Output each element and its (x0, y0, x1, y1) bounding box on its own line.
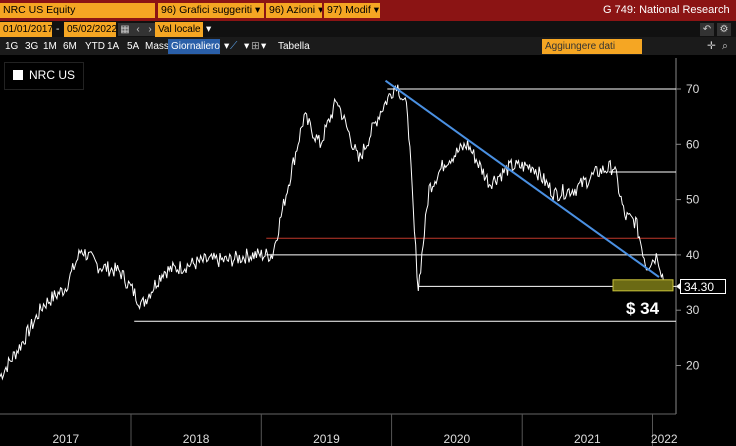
y-tick-label: 30 (686, 303, 700, 317)
x-tick-label: 2019 (313, 432, 340, 446)
azioni-menu[interactable]: 96) Azioni ▾ (266, 3, 322, 18)
date-separator: - (56, 23, 60, 35)
period-1a[interactable]: 1A (107, 41, 120, 52)
modif-menu[interactable]: 97) Modif ▾ (324, 3, 380, 18)
price-highlight-box (612, 279, 674, 292)
price-series-line (0, 84, 666, 381)
frequency-select[interactable]: Giornaliero (168, 39, 220, 54)
date-to-field[interactable]: 05/02/2022 (64, 22, 116, 37)
legend: NRC US (4, 62, 84, 90)
modif-code: 97) (327, 4, 343, 16)
table-button[interactable]: Tabella (278, 41, 310, 52)
calendar-icon[interactable]: ▦ (118, 23, 132, 36)
crosshair-icon[interactable]: ✛ (707, 40, 716, 52)
azioni-label: Azioni (286, 4, 316, 16)
grafici-code: 96) (161, 4, 177, 16)
chevron-down-icon: ▾ (254, 4, 261, 16)
x-tick-label: 2021 (574, 432, 601, 446)
x-tick-label: 2020 (444, 432, 471, 446)
chart-area (0, 55, 736, 446)
trend-line (384, 79, 660, 278)
period-3g[interactable]: 3G (25, 41, 39, 52)
undo-icon[interactable]: ↶ (700, 23, 714, 36)
period-1g[interactable]: 1G (5, 41, 19, 52)
grafici-menu[interactable]: 96) Grafici suggeriti ▾ (158, 3, 264, 18)
period-5a[interactable]: 5A (127, 41, 140, 52)
period-ytd[interactable]: YTD (85, 41, 105, 52)
legend-swatch (13, 70, 23, 80)
date-from-field[interactable]: 01/01/2017 (0, 22, 52, 37)
x-tick-label: 2017 (53, 432, 80, 446)
x-tick-label: 2022 (651, 432, 678, 446)
chart-type-chevron-icon[interactable]: ▾ (244, 40, 250, 52)
compare-chevron-icon[interactable]: ▾ (261, 40, 267, 52)
last-price-marker (676, 282, 681, 291)
modif-label: Modif (345, 4, 371, 16)
frequency-chevron-icon[interactable]: ▾ (224, 40, 230, 52)
price-callout: $ 34 (626, 299, 660, 318)
azioni-code: 96) (269, 4, 285, 16)
x-tick-label: 2018 (183, 432, 210, 446)
y-tick-label: 60 (686, 137, 700, 151)
last-price-label: 34.30 (680, 279, 726, 294)
add-data-field[interactable]: Aggiungere dati (542, 39, 642, 54)
y-tick-label: 50 (686, 193, 700, 207)
y-tick-label: 20 (686, 359, 700, 373)
legend-label: NRC US (29, 68, 76, 82)
chevron-down-icon: ▾ (318, 4, 322, 16)
period-mass[interactable]: Mass (145, 41, 169, 52)
currency-chevron-icon[interactable]: ▾ (206, 23, 212, 35)
y-tick-label: 70 (686, 82, 700, 96)
ticker-field[interactable]: NRC US Equity (0, 3, 155, 18)
period-6m[interactable]: 6M (63, 41, 77, 52)
settings-icon[interactable]: ⚙ (717, 23, 731, 36)
window-title: G 749: National Research (603, 4, 730, 16)
currency-select[interactable]: Val locale (155, 22, 203, 37)
compare-icon[interactable]: ⊞ (251, 40, 260, 52)
grafici-label: Grafici suggeriti (179, 4, 253, 16)
period-1m[interactable]: 1M (43, 41, 57, 52)
chevron-down-icon: ▾ (373, 4, 379, 16)
next-icon[interactable]: › (143, 23, 157, 36)
y-tick-label: 40 (686, 248, 700, 262)
line-chart-icon[interactable]: ⟋ (230, 40, 238, 52)
zoom-icon[interactable]: ⌕ (722, 40, 728, 52)
prev-icon[interactable]: ‹ (131, 23, 145, 36)
